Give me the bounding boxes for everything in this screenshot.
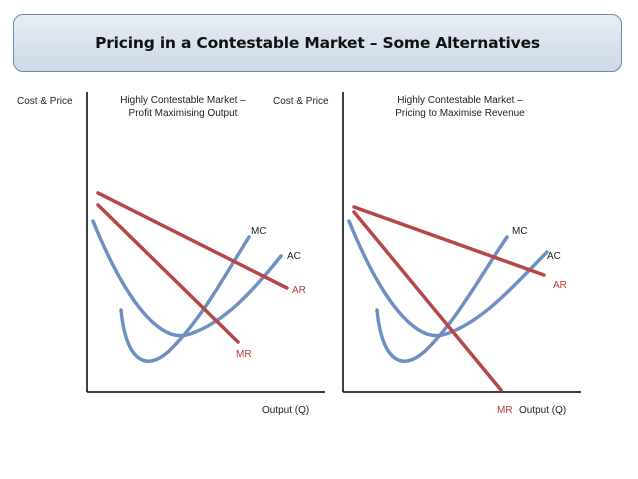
left-mc-curve xyxy=(119,235,251,363)
left-ac-curve xyxy=(91,219,283,338)
left-mc-label: MC xyxy=(251,226,267,237)
right-mc-label: MC xyxy=(512,226,528,237)
right-ac-label: AC xyxy=(547,251,561,262)
left-ar-label: AR xyxy=(292,285,306,296)
left-mr-line xyxy=(96,203,240,344)
right-mr-line xyxy=(352,210,503,392)
right-y-axis-label: Cost & Price xyxy=(273,96,329,107)
right-ar-label: AR xyxy=(553,280,567,291)
right-mr-label: MR xyxy=(497,405,513,416)
right-heading-line1: Highly Contestable Market – xyxy=(397,95,523,106)
page-title: Pricing in a Contestable Market – Some A… xyxy=(95,34,540,52)
right-ac-curve xyxy=(347,219,549,338)
right-x-axis-label: Output (Q) xyxy=(519,405,567,416)
title-banner: Pricing in a Contestable Market – Some A… xyxy=(13,14,622,72)
left-diagram xyxy=(86,92,325,393)
left-mr-label: MR xyxy=(236,349,252,360)
right-heading: Highly Contestable Market – Pricing to M… xyxy=(382,94,538,120)
left-ac-label: AC xyxy=(287,251,301,262)
right-mc-curve xyxy=(375,235,509,363)
left-heading: Highly Contestable Market – Profit Maxim… xyxy=(108,94,258,120)
left-ar-line xyxy=(96,191,289,290)
left-y-axis-label: Cost & Price xyxy=(17,96,73,107)
right-diagram xyxy=(342,92,581,393)
right-ar-line xyxy=(352,205,546,277)
left-x-axis-label: Output (Q) xyxy=(262,405,310,416)
right-heading-line2: Pricing to Maximise Revenue xyxy=(395,108,525,119)
left-heading-line1: Highly Contestable Market – xyxy=(120,95,246,106)
left-heading-line2: Profit Maximising Output xyxy=(128,108,238,119)
